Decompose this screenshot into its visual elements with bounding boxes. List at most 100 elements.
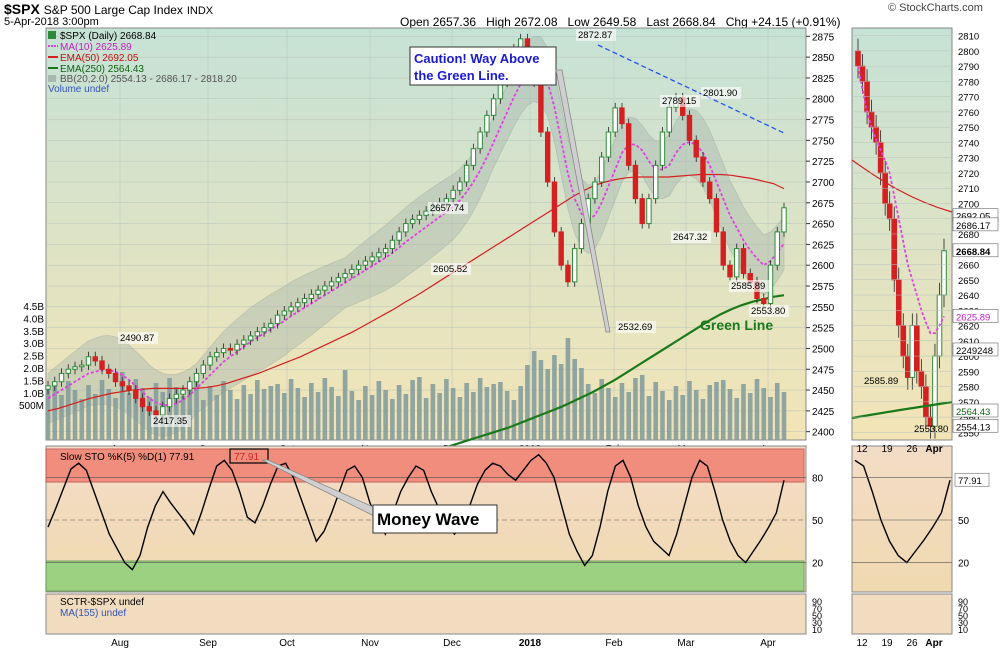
volume-bar xyxy=(471,392,476,440)
chart-date: 5-Apr-2018 3:00pm xyxy=(4,16,99,28)
sto-tick-label: 20 xyxy=(812,559,824,570)
volume-bar xyxy=(65,381,71,440)
candle-body xyxy=(781,207,787,233)
volume-bar xyxy=(119,372,125,440)
zoom-price-tag-bg xyxy=(952,217,999,232)
price-label: 2490.87 xyxy=(120,333,154,344)
volume-bar xyxy=(403,394,409,440)
candle-body xyxy=(774,231,780,266)
volume-bar xyxy=(140,388,145,440)
volume-bar xyxy=(45,388,51,440)
volume-bar xyxy=(194,379,199,440)
price-label-bg xyxy=(616,321,656,333)
zoom-tick-label: 2590 xyxy=(958,367,979,378)
volume-bar xyxy=(531,351,537,440)
candle-body xyxy=(409,218,416,225)
candle-body xyxy=(592,181,598,200)
candle-body xyxy=(301,298,308,304)
volume-bar xyxy=(612,397,618,440)
price-tick-label: 2625 xyxy=(812,240,835,251)
sto-value: 77.91 xyxy=(234,452,259,463)
candle-body xyxy=(382,248,389,254)
money-wave-annotation: Money Wave xyxy=(261,459,498,534)
volume-bar xyxy=(187,382,193,440)
volume-bar xyxy=(518,386,523,440)
legend-price: $SPX (Daily) 2668.84 xyxy=(60,31,157,42)
legend-ema250: EMA(250) 2564.43 xyxy=(60,64,144,75)
sctr-legend: SCTR-$SPX undef xyxy=(60,597,144,608)
zoom-sto-tick-label: 50 xyxy=(958,516,970,527)
volume-bar xyxy=(133,379,139,440)
volume-bar xyxy=(228,390,233,440)
candle-body xyxy=(484,114,490,133)
volume-bar xyxy=(653,382,659,440)
volume-bar xyxy=(714,382,719,440)
zoom-tick-label: 2750 xyxy=(958,123,979,134)
volume-bar xyxy=(633,378,638,440)
volume-bar xyxy=(430,384,436,440)
candle-body xyxy=(268,322,274,329)
zoom-price-axis: 2810 2800 2790 2780 2770 2760 2750 2740 2730 2720… xyxy=(852,32,979,439)
candle-body xyxy=(551,181,558,233)
zoom-tick-label: 2720 xyxy=(958,169,979,180)
volume-bar xyxy=(390,399,395,440)
price-tick-label: 2725 xyxy=(812,157,835,168)
volume-bar xyxy=(275,384,280,440)
volume-bar xyxy=(322,378,328,440)
volume-bar xyxy=(113,398,118,440)
candle-body xyxy=(612,107,618,133)
price-tick-label: 2650 xyxy=(812,220,835,231)
zoom-sto-tag: 77.91 xyxy=(958,476,982,487)
x-tick-label-bottom: Feb xyxy=(605,638,623,649)
volume-bar xyxy=(734,398,740,440)
x-axis-bottom: Aug Sep Oct Nov Dec 2018 Feb Mar Apr xyxy=(111,638,776,649)
zoom-sto-panel xyxy=(851,445,953,593)
volume-bar xyxy=(592,393,598,440)
volume-bar xyxy=(498,382,503,440)
caution-box xyxy=(409,46,557,86)
sctr-ma-legend: MA(155) undef xyxy=(60,608,126,619)
candle-body xyxy=(160,406,166,416)
price-label-bg xyxy=(660,95,700,107)
volume-bar xyxy=(173,387,179,440)
ohlc-readout: Open 2657.36 High 2672.08 Low 2649.58 La… xyxy=(400,15,841,29)
change-value: +24.15 (+0.91%) xyxy=(751,15,841,29)
x-tick-label-bottom: Oct xyxy=(279,638,295,649)
candle-body xyxy=(234,343,240,351)
volume-bar xyxy=(295,388,301,440)
zoom-candle-body xyxy=(895,279,902,327)
candle-body xyxy=(139,397,146,408)
zoom-tick-label: 2730 xyxy=(958,154,979,165)
volume-bar xyxy=(680,395,686,440)
candle-body xyxy=(281,310,288,316)
volume-bar xyxy=(444,379,449,440)
candle-body xyxy=(544,131,551,183)
volume-bar xyxy=(599,379,604,440)
zoom-x-label-bottom: Apr xyxy=(925,638,942,649)
zoom-price-tag: 2625.89 xyxy=(956,312,990,323)
price-tick-label: 2400 xyxy=(812,428,835,439)
index-name: S&P 500 Large Cap Index xyxy=(43,3,183,17)
candle-body xyxy=(133,389,139,399)
zoom-x-label: Apr xyxy=(925,444,942,455)
candle-body xyxy=(578,223,585,250)
candle-body xyxy=(666,106,672,133)
zoom-tick-label: 2700 xyxy=(958,199,979,210)
candle-body xyxy=(52,381,58,387)
volume-bar xyxy=(450,388,456,440)
zoom-sto-tick-label: 20 xyxy=(958,559,970,570)
candle-body xyxy=(396,231,402,241)
candle-body xyxy=(571,248,578,283)
volume-bar xyxy=(768,397,773,440)
volume-bar xyxy=(329,387,334,440)
candle-body xyxy=(335,277,342,283)
bb-swatch xyxy=(48,75,56,82)
candle-body xyxy=(376,252,382,258)
volume-bar xyxy=(552,355,557,440)
oversold-zone xyxy=(45,560,805,592)
x-tick-label-bottom: Apr xyxy=(760,638,776,649)
price-tick-label: 2775 xyxy=(812,116,835,127)
sto-line xyxy=(47,453,785,571)
volume-bar xyxy=(126,393,132,440)
zoom-tick-label: 2800 xyxy=(958,47,979,58)
